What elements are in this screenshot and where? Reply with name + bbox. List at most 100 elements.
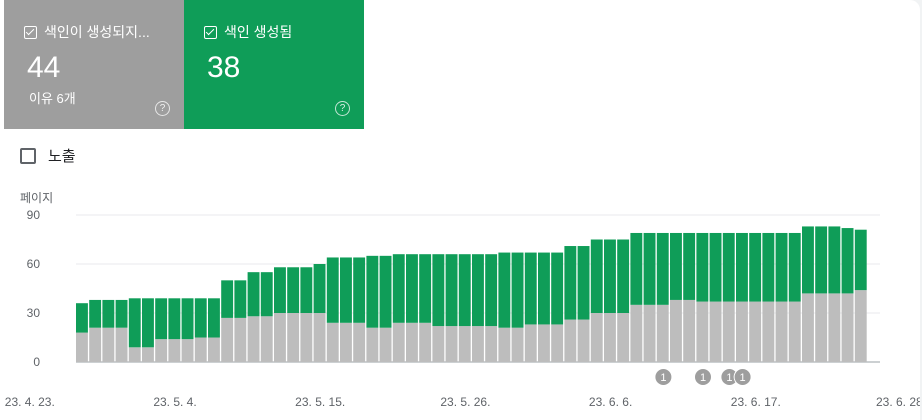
impressions-toggle[interactable]: 노출 <box>20 145 76 166</box>
bar-not_indexed <box>128 347 141 362</box>
not-indexed-count: 44 <box>27 51 61 84</box>
bar-indexed <box>326 257 339 323</box>
bar-indexed <box>749 232 762 302</box>
bar-indexed <box>287 267 300 313</box>
help-icon[interactable]: ? <box>335 101 350 116</box>
bar-indexed <box>511 252 524 328</box>
bar-not_indexed <box>788 301 801 362</box>
bar-not_indexed <box>168 339 181 362</box>
y-tick-label: 90 <box>27 208 41 222</box>
bar-not_indexed <box>102 327 115 362</box>
bar-not_indexed <box>76 332 88 362</box>
bar-indexed <box>168 298 181 340</box>
annotation-marker <box>733 368 752 386</box>
bar-indexed <box>89 299 102 328</box>
x-tick-label: 23. 6. 6. <box>589 395 632 409</box>
bar-not_indexed <box>749 301 762 362</box>
bar-indexed <box>828 226 841 294</box>
x-tick-label: 23. 6. 17. <box>731 395 781 409</box>
bar-indexed <box>432 254 445 327</box>
bar-not_indexed <box>709 301 722 362</box>
bar-not_indexed <box>326 322 339 362</box>
bar-not_indexed <box>155 339 168 362</box>
bar-not_indexed <box>670 299 682 362</box>
help-icon[interactable]: ? <box>155 101 170 116</box>
bar-indexed <box>392 254 405 323</box>
bar-indexed <box>366 255 379 328</box>
not-indexed-label: 색인이 생성되지... <box>44 24 150 40</box>
bar-not_indexed <box>247 316 260 362</box>
bar-not_indexed <box>287 313 300 362</box>
bar-indexed <box>604 239 616 313</box>
bar-not_indexed <box>841 293 854 362</box>
bar-indexed <box>208 298 220 338</box>
checkbox-checked-icon[interactable] <box>24 25 37 39</box>
bar-indexed <box>788 232 801 302</box>
bar-not_indexed <box>722 301 735 362</box>
bar-indexed <box>683 232 696 300</box>
bar-not_indexed <box>775 301 788 362</box>
indexed-count: 38 <box>207 51 241 84</box>
bar-not_indexed <box>445 326 458 362</box>
bar-indexed <box>577 246 590 320</box>
checkbox-checked-icon[interactable] <box>204 25 217 39</box>
bar-not_indexed <box>142 347 154 362</box>
bar-indexed <box>221 280 234 318</box>
bar-not_indexed <box>551 324 564 362</box>
bar-not_indexed <box>524 324 537 362</box>
x-tick-label: 23. 6. 28. <box>876 395 920 409</box>
bar-not_indexed <box>762 301 775 362</box>
annotation-marker <box>694 368 712 386</box>
bar-indexed <box>472 254 484 327</box>
bar-indexed <box>696 232 709 302</box>
impressions-checkbox[interactable] <box>20 147 36 164</box>
bar-not_indexed <box>617 313 630 362</box>
bar-indexed <box>841 228 854 294</box>
bar-indexed <box>564 246 577 320</box>
bar-not_indexed <box>736 301 748 362</box>
y-axis-label: 페이지 <box>20 191 54 205</box>
bar-indexed <box>181 298 194 340</box>
bar-not_indexed <box>115 327 128 362</box>
bar-indexed <box>102 299 115 328</box>
bar-not_indexed <box>340 322 352 362</box>
bar-not_indexed <box>828 293 841 362</box>
bar-indexed <box>274 267 286 313</box>
bar-indexed <box>76 303 88 333</box>
bar-indexed <box>722 232 735 302</box>
annotation-label: 1 <box>660 372 666 384</box>
bar-indexed <box>260 272 273 317</box>
bar-indexed <box>590 239 603 313</box>
indexed-card[interactable]: 색인 생성됨 38 ? <box>184 0 364 129</box>
bar-indexed <box>379 255 392 328</box>
bar-indexed <box>762 232 775 302</box>
bar-not_indexed <box>432 326 445 362</box>
bar-indexed <box>617 239 630 313</box>
bar-not_indexed <box>313 313 326 362</box>
y-tick-label: 0 <box>33 355 40 369</box>
not-indexed-card[interactable]: 색인이 생성되지... 44 이유 6개 ? <box>4 0 184 129</box>
bar-not_indexed <box>815 293 828 362</box>
not-indexed-reasons: 이유 6개 <box>29 91 76 106</box>
bar-not_indexed <box>577 319 590 362</box>
bar-not_indexed <box>854 290 867 362</box>
bar-indexed <box>234 280 247 318</box>
bar-indexed <box>775 232 788 302</box>
x-tick-label: 23. 5. 15. <box>295 395 345 409</box>
bar-not_indexed <box>274 313 286 362</box>
bar-not_indexed <box>802 293 814 362</box>
bar-not_indexed <box>221 317 234 362</box>
bar-not_indexed <box>181 339 194 362</box>
bar-indexed <box>128 298 141 348</box>
indexed-label: 색인 생성됨 <box>224 24 293 40</box>
bar-indexed <box>670 232 682 300</box>
bar-indexed <box>142 298 154 348</box>
annotation-label: 1 <box>726 372 732 384</box>
bar-indexed <box>194 298 207 338</box>
bar-not_indexed <box>366 327 379 362</box>
bar-indexed <box>115 299 128 328</box>
bar-indexed <box>353 257 366 323</box>
bar-not_indexed <box>89 327 102 362</box>
bar-not_indexed <box>696 301 709 362</box>
